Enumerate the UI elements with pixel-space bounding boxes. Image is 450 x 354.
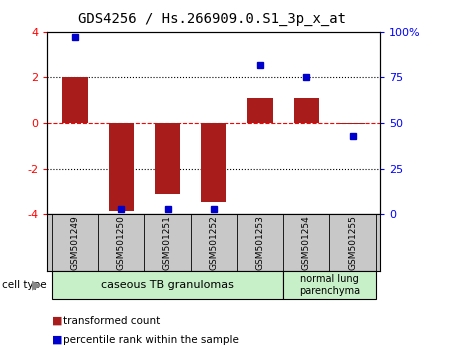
Bar — [248, 98, 273, 123]
Text: GSM501250: GSM501250 — [117, 215, 126, 270]
Text: transformed count: transformed count — [63, 316, 160, 326]
Text: GSM501255: GSM501255 — [348, 215, 357, 270]
FancyBboxPatch shape — [52, 271, 283, 299]
Text: GSM501253: GSM501253 — [256, 215, 265, 270]
Bar — [293, 98, 319, 123]
Text: normal lung
parenchyma: normal lung parenchyma — [299, 274, 360, 296]
Text: ▶: ▶ — [32, 279, 41, 291]
Text: GDS4256 / Hs.266909.0.S1_3p_x_at: GDS4256 / Hs.266909.0.S1_3p_x_at — [77, 12, 346, 27]
Bar — [108, 123, 134, 211]
Text: GSM501254: GSM501254 — [302, 215, 311, 270]
Text: percentile rank within the sample: percentile rank within the sample — [63, 335, 239, 345]
Bar — [62, 78, 88, 123]
Bar — [155, 123, 180, 194]
FancyBboxPatch shape — [283, 271, 376, 299]
Text: caseous TB granulomas: caseous TB granulomas — [101, 280, 234, 290]
Text: ■: ■ — [52, 316, 62, 326]
Bar — [340, 123, 365, 124]
Text: cell type: cell type — [2, 280, 47, 290]
Text: ■: ■ — [52, 335, 62, 345]
Bar — [201, 123, 226, 202]
Text: GSM501249: GSM501249 — [71, 215, 80, 270]
Text: GSM501251: GSM501251 — [163, 215, 172, 270]
Text: GSM501252: GSM501252 — [209, 215, 218, 270]
